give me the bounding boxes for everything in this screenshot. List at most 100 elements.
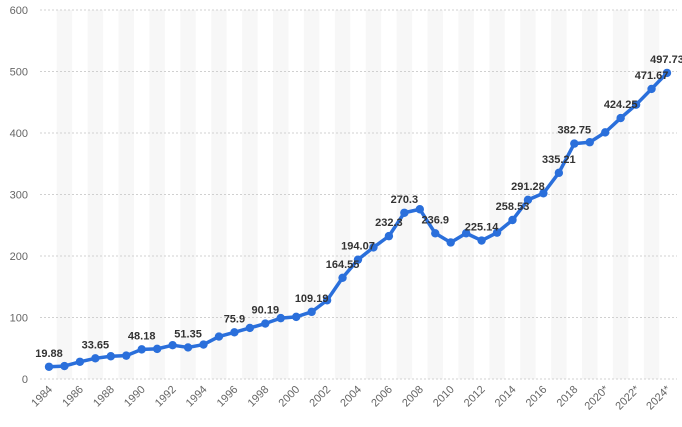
x-axis-tick-labels: 1984 1986 1988 1990 1992 1994 1996 1998 2000 2002… [29, 383, 673, 412]
x-tick-label: 2000 [277, 384, 303, 410]
data-point [214, 332, 224, 341]
x-tick-label: 1996 [215, 384, 241, 410]
year-band [303, 10, 320, 379]
data-point [616, 113, 625, 123]
data-point [662, 68, 672, 78]
data-point [415, 205, 424, 214]
data-point [647, 84, 656, 94]
data-point [461, 229, 471, 238]
y-tick-label: 500 [10, 67, 28, 79]
data-label: 194.07 [341, 241, 375, 253]
data-point [183, 343, 193, 352]
x-tick-label: 1984 [29, 384, 55, 410]
y-tick-label: 0 [22, 374, 28, 386]
year-band [87, 10, 104, 379]
data-point [508, 215, 517, 225]
x-tick-label: 1988 [91, 384, 117, 410]
year-band [118, 10, 134, 379]
data-point [245, 323, 255, 333]
x-tick-label: 1990 [122, 384, 148, 410]
x-tick-label: 2018 [555, 384, 581, 410]
data-label: 51.35 [174, 328, 202, 340]
x-tick-label: 2002 [307, 384, 333, 410]
year-band [427, 10, 443, 379]
data-point [152, 344, 162, 354]
data-point [230, 328, 239, 337]
data-label: 471.67 [635, 70, 669, 82]
year-band [334, 10, 351, 379]
data-point [570, 139, 579, 148]
x-tick-label: 1986 [60, 384, 86, 410]
data-point [431, 229, 440, 238]
x-tick-label: 1994 [184, 384, 210, 410]
data-label: 75.9 [224, 313, 245, 325]
data-label: 90.19 [252, 305, 280, 317]
data-point [122, 351, 131, 360]
x-tick-label: 2014 [493, 384, 519, 410]
data-label: 270.3 [391, 194, 419, 206]
data-point [276, 313, 285, 323]
data-point [44, 362, 54, 371]
x-tick-label: 1998 [246, 384, 272, 410]
data-point [75, 357, 85, 366]
data-label: 225.14 [465, 222, 500, 234]
x-tick-label: 2020* [582, 383, 611, 412]
data-point [631, 100, 641, 109]
x-tick-label: 2006 [369, 384, 395, 410]
data-label: 164.55 [326, 259, 360, 271]
data-point [554, 168, 564, 178]
x-tick-label: 2012 [462, 384, 488, 410]
data-point [400, 208, 409, 217]
year-band [211, 10, 227, 379]
x-tick-label: 2008 [400, 384, 426, 410]
data-point [91, 354, 100, 363]
data-label: 258.53 [496, 201, 530, 213]
data-point [137, 345, 146, 354]
data-point [60, 361, 69, 371]
data-label: 48.18 [128, 330, 156, 342]
data-point [523, 195, 533, 205]
y-tick-label: 400 [10, 128, 28, 140]
year-band [643, 10, 660, 379]
x-tick-label: 2004 [338, 384, 364, 410]
y-axis-tick-labels: 0 100 200 300 400 500 600 [10, 5, 28, 386]
data-point [369, 243, 378, 252]
data-point [539, 189, 548, 198]
x-tick-label: 2022* [613, 383, 642, 412]
series-group [44, 68, 672, 371]
data-point [292, 312, 301, 322]
data-point [199, 340, 208, 349]
gridlines [40, 9, 677, 380]
data-label: 236.9 [421, 214, 449, 226]
x-tick-label: 2010 [431, 384, 457, 410]
data-point [261, 319, 270, 328]
x-tick-label: 2024* [644, 383, 673, 412]
data-point [585, 138, 594, 147]
data-point [168, 340, 177, 350]
data-point [322, 296, 332, 305]
data-label: 109.19 [295, 293, 329, 305]
data-labels: 19.88 33.65 48.18 51.35 75.9 90.19 109.19 164.5… [35, 54, 682, 360]
data-point [106, 352, 116, 361]
y-tick-label: 100 [10, 313, 28, 325]
x-tick-label: 1992 [153, 384, 179, 410]
data-label: 382.75 [557, 125, 591, 137]
series-line [47, 71, 669, 369]
data-point [446, 238, 455, 247]
year-band [551, 10, 567, 379]
y-tick-label: 600 [10, 5, 28, 17]
data-point [353, 255, 363, 264]
data-point [477, 236, 486, 245]
data-label: 19.88 [35, 348, 63, 360]
y-tick-label: 200 [10, 251, 28, 263]
data-label: 497.73 [650, 54, 682, 66]
data-point [601, 128, 610, 137]
x-tick-label: 2016 [524, 384, 550, 410]
data-point [307, 307, 316, 317]
year-band [458, 10, 474, 379]
data-label: 232.3 [375, 217, 403, 229]
data-label: 424.25 [604, 99, 638, 111]
y-tick-label: 300 [10, 190, 28, 202]
data-label: 33.65 [82, 339, 110, 351]
